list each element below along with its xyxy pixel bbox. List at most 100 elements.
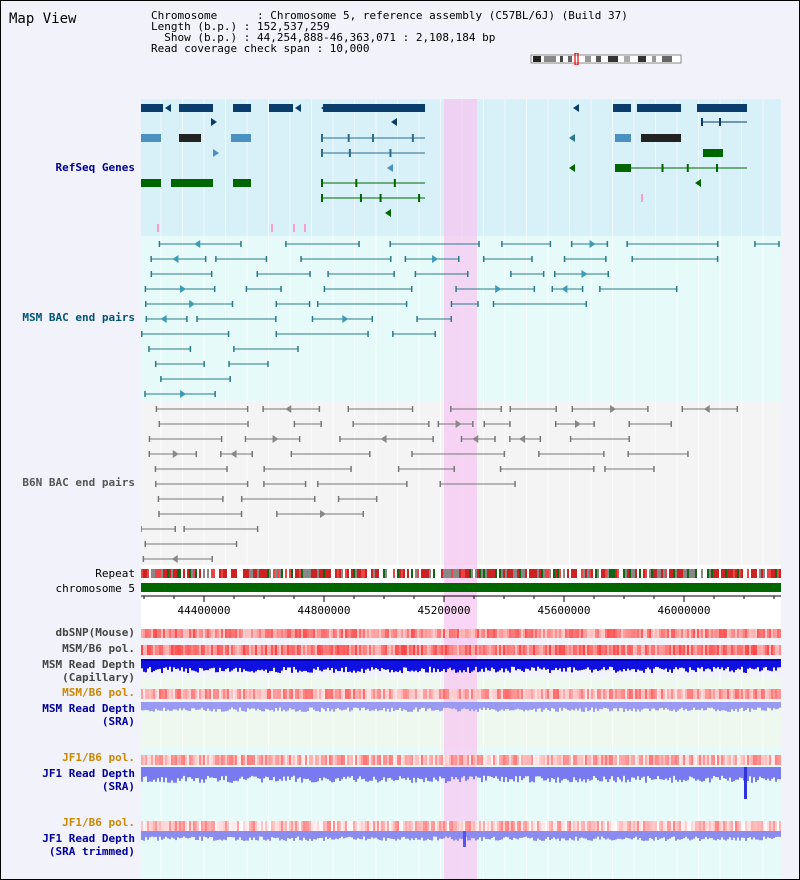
- repeat-element: [255, 569, 257, 578]
- polymorphism-density: [435, 645, 437, 655]
- polymorphism-density: [571, 645, 573, 655]
- track-panel[interactable]: 44400000 44800000 45200000 45600000 46000000: [141, 99, 781, 879]
- polymorphism-density: [503, 755, 505, 765]
- polymorphism-density: [407, 755, 409, 765]
- polymorphism-density: [291, 755, 293, 765]
- read-depth-bar: [517, 831, 519, 840]
- polymorphism-density: [229, 689, 231, 699]
- read-depth-bar: [585, 767, 587, 783]
- polymorphism-density: [683, 645, 685, 655]
- polymorphism-density: [185, 689, 187, 699]
- read-depth-bar: [169, 831, 171, 840]
- read-depth-bar: [603, 702, 605, 708]
- polymorphism-density: [255, 645, 257, 655]
- polymorphism-density: [479, 629, 481, 638]
- repeat-element: [365, 569, 367, 578]
- read-depth-bar: [327, 702, 329, 708]
- read-depth-bar: [751, 831, 753, 840]
- read-depth-bar: [221, 702, 223, 712]
- read-depth-bar: [251, 831, 253, 841]
- read-depth-bar: [753, 767, 755, 778]
- repeat-element: [617, 569, 619, 578]
- polymorphism-density: [611, 689, 613, 699]
- repeat-element: [253, 569, 255, 578]
- polymorphism-density: [707, 689, 709, 699]
- polymorphism-density: [345, 755, 347, 765]
- repeat-element: [343, 569, 345, 578]
- repeat-element: [357, 569, 359, 578]
- read-depth-bar: [563, 702, 565, 708]
- polymorphism-density: [745, 755, 747, 765]
- polymorphism-density: [677, 689, 679, 699]
- read-depth-bar: [453, 659, 455, 670]
- polymorphism-density: [301, 629, 303, 638]
- polymorphism-density: [613, 755, 615, 765]
- polymorphism-density: [377, 821, 379, 831]
- repeat-element: [431, 569, 433, 578]
- polymorphism-density: [165, 629, 167, 638]
- read-depth-bar: [183, 831, 185, 837]
- polymorphism-density: [607, 755, 609, 765]
- read-depth-bar: [239, 659, 241, 668]
- polymorphism-density: [567, 629, 569, 638]
- read-depth-bar: [643, 659, 645, 673]
- read-depth-bar: [669, 831, 671, 839]
- repeat-element: [575, 569, 577, 578]
- polymorphism-density: [285, 689, 287, 699]
- read-depth-bar: [263, 831, 265, 840]
- polymorphism-density: [541, 689, 543, 699]
- polymorphism-density: [217, 689, 219, 699]
- read-depth-bar: [519, 767, 521, 777]
- repeat-element: [421, 569, 423, 578]
- repeat-element: [773, 569, 775, 578]
- polymorphism-density: [717, 629, 719, 638]
- polymorphism-density: [737, 629, 739, 638]
- track-canvas[interactable]: 44400000 44800000 45200000 45600000 46000000: [141, 99, 781, 879]
- polymorphism-density: [347, 645, 349, 655]
- read-depth-bar: [661, 767, 663, 780]
- polymorphism-density: [525, 645, 527, 655]
- polymorphism-density: [227, 689, 229, 699]
- read-depth-bar: [763, 659, 765, 668]
- polymorphism-density: [613, 645, 615, 655]
- strand-arrow: [703, 405, 710, 413]
- polymorphism-density: [389, 689, 391, 699]
- track-label-jf1-b6-pol-1: JF1/B6 pol.: [62, 751, 135, 764]
- read-depth-bar: [693, 831, 695, 839]
- polymorphism-density: [555, 689, 557, 699]
- polymorphism-density: [647, 821, 649, 831]
- read-depth-bar: [647, 831, 649, 841]
- polymorphism-density: [779, 629, 781, 638]
- polymorphism-density: [691, 645, 693, 655]
- polymorphism-density: [379, 821, 381, 831]
- read-depth-bar: [631, 767, 633, 778]
- polymorphism-density: [573, 645, 575, 655]
- read-depth-bar: [407, 831, 409, 839]
- chromosome-ideogram[interactable]: [530, 53, 685, 65]
- read-depth-bar: [693, 702, 695, 708]
- repeat-element: [543, 569, 545, 578]
- read-depth-bar: [235, 659, 237, 668]
- read-depth-bar: [461, 702, 463, 710]
- repeat-element: [313, 569, 315, 578]
- read-depth-bar: [393, 831, 395, 840]
- repeat-element: [651, 569, 653, 578]
- repeat-element: [499, 569, 501, 578]
- polymorphism-density: [729, 755, 731, 765]
- read-depth-bar: [683, 767, 685, 780]
- read-depth-bar: [651, 702, 653, 709]
- polymorphism-density: [359, 821, 361, 831]
- polymorphism-density: [459, 629, 461, 638]
- read-depth-bar: [337, 702, 339, 708]
- polymorphism-density: [601, 645, 603, 655]
- polymorphism-density: [455, 689, 457, 699]
- polymorphism-density: [357, 629, 359, 638]
- read-depth-bar: [637, 767, 639, 777]
- read-depth-bar: [737, 767, 739, 780]
- polymorphism-density: [207, 821, 209, 831]
- polymorphism-density: [371, 821, 373, 831]
- polymorphism-density: [257, 629, 259, 638]
- polymorphism-density: [325, 645, 327, 655]
- read-depth-bar: [275, 659, 277, 673]
- polymorphism-density: [665, 755, 667, 765]
